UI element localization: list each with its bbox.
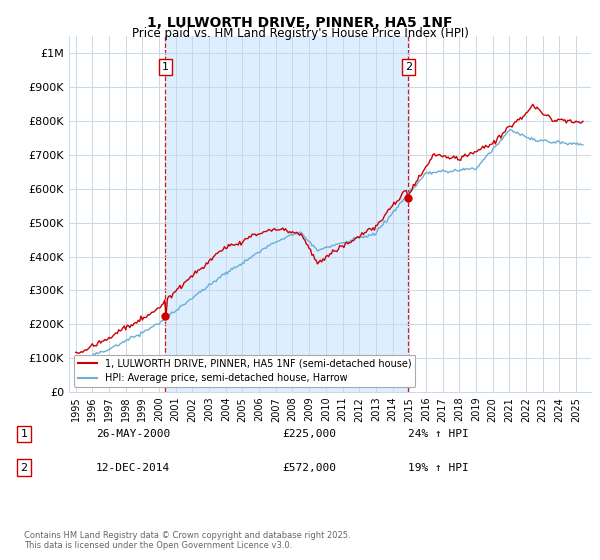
Text: 2: 2 <box>20 463 28 473</box>
Text: 1: 1 <box>162 62 169 72</box>
Text: 1: 1 <box>20 429 28 439</box>
Legend: 1, LULWORTH DRIVE, PINNER, HA5 1NF (semi-detached house), HPI: Average price, se: 1, LULWORTH DRIVE, PINNER, HA5 1NF (semi… <box>74 354 415 387</box>
Bar <box>166 36 409 392</box>
Text: Contains HM Land Registry data © Crown copyright and database right 2025.
This d: Contains HM Land Registry data © Crown c… <box>24 530 350 550</box>
Text: 1, LULWORTH DRIVE, PINNER, HA5 1NF: 1, LULWORTH DRIVE, PINNER, HA5 1NF <box>147 16 453 30</box>
Text: 26-MAY-2000: 26-MAY-2000 <box>96 429 170 439</box>
Text: 2: 2 <box>405 62 412 72</box>
Text: Price paid vs. HM Land Registry's House Price Index (HPI): Price paid vs. HM Land Registry's House … <box>131 27 469 40</box>
Text: £572,000: £572,000 <box>282 463 336 473</box>
Text: 12-DEC-2014: 12-DEC-2014 <box>96 463 170 473</box>
Text: 19% ↑ HPI: 19% ↑ HPI <box>408 463 469 473</box>
Text: 24% ↑ HPI: 24% ↑ HPI <box>408 429 469 439</box>
Text: £225,000: £225,000 <box>282 429 336 439</box>
